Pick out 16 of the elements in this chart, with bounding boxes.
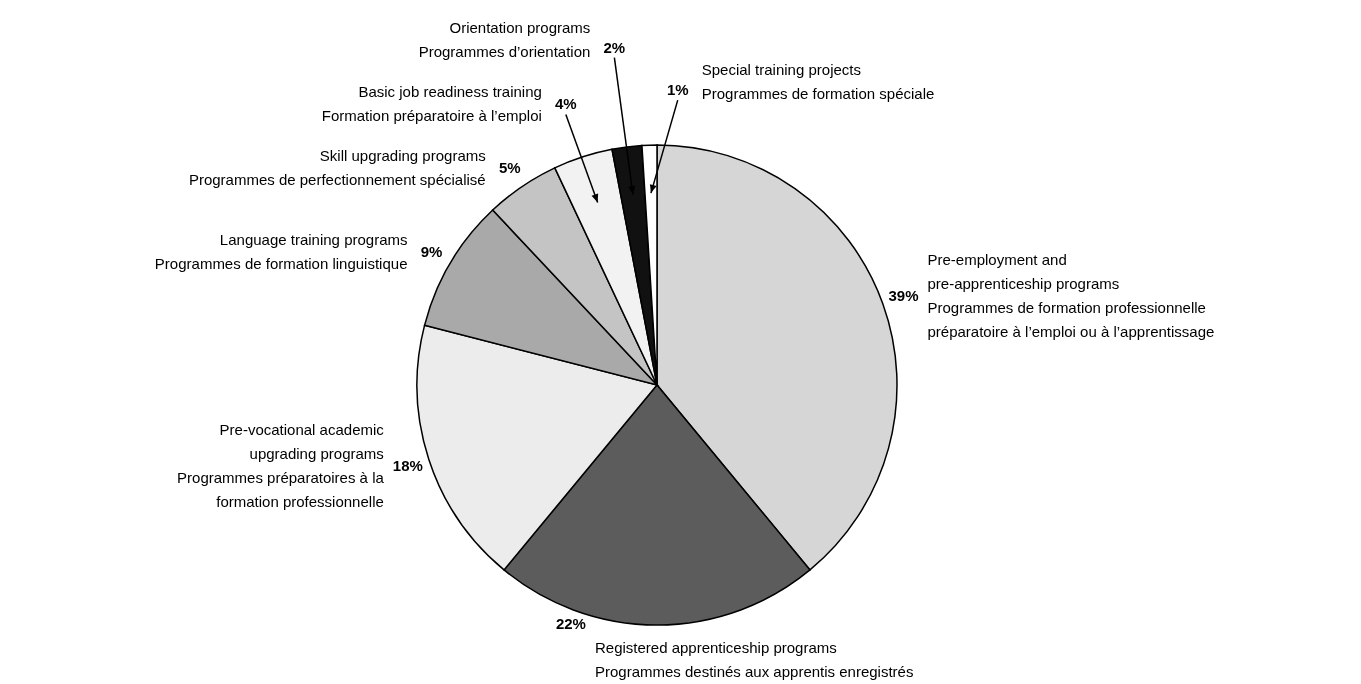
slice-label: Pre-employment and pre-apprenticeship programs Programmes de formation professionnelle préparatoire à l’emploi ou à l’apprentissage bbox=[927, 251, 1215, 341]
slice-label: Special training projects Programmes de formation spéciale bbox=[701, 61, 935, 103]
slice-label: Language training programs Programmes de formation linguistique bbox=[154, 230, 408, 272]
data-label: 22% bbox=[555, 614, 586, 632]
data-label: 18% bbox=[392, 456, 423, 474]
data-label: 1% bbox=[666, 81, 689, 99]
slice-label: Registered apprenticeship programs Programmes destinés aux apprentis enregistrés bbox=[594, 638, 914, 680]
data-label: 5% bbox=[498, 159, 521, 177]
data-label: 9% bbox=[420, 242, 443, 260]
slice-label: Orientation programs Programmes d’orientation bbox=[418, 18, 591, 60]
data-label: 39% bbox=[888, 287, 919, 305]
slice-label: Skill upgrading programs Programmes de perfectionnement spécialisé bbox=[188, 147, 486, 189]
slice-label: Basic job readiness training Formation préparatoire à l’emploi bbox=[321, 83, 542, 125]
data-label: 4% bbox=[555, 95, 577, 113]
slice-label: Pre-vocational academic upgrading programs Programmes préparatoires à la formation professionnelle bbox=[177, 420, 385, 510]
data-label: 2% bbox=[603, 38, 626, 56]
